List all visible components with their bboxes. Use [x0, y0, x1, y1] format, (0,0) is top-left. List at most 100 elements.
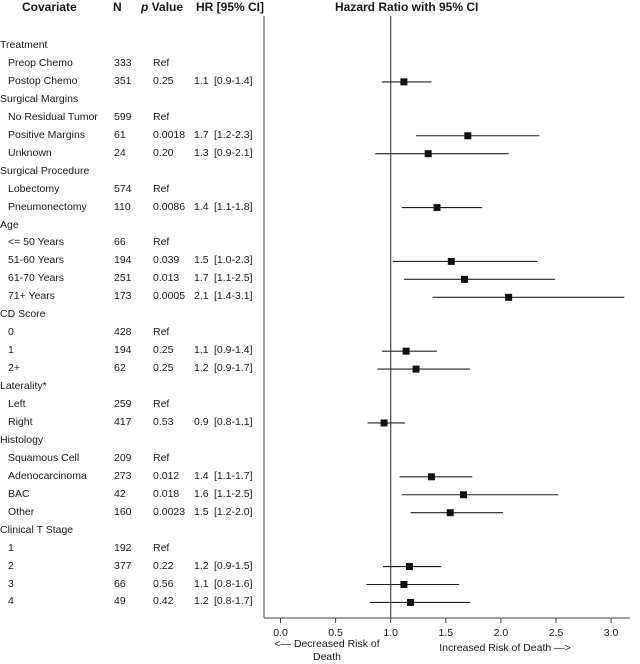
p-value: 0.56 [153, 577, 174, 590]
table-row: 71+ Years 173 0.0005 2.1 [1.4-3.1] [0, 290, 360, 308]
section-label: Treatment [0, 39, 48, 51]
p-value: 0.25 [153, 362, 174, 375]
hr-value: 1.4 [194, 469, 209, 482]
ci-value: [1.1-1.8] [214, 200, 253, 213]
hr-point [402, 347, 410, 355]
p-value: 0.25 [153, 344, 174, 357]
hr-value: 1.1 [194, 344, 209, 357]
covariate-label: BAC [8, 487, 30, 500]
ci-value: [1.2-2.0] [214, 505, 253, 518]
hr-point [380, 419, 388, 427]
header-p-rest: Value [148, 0, 184, 14]
section-label: CD Score [0, 308, 46, 321]
table-row: 61-70 Years 251 0.013 1.7 [1.1-2.5] [0, 272, 360, 290]
p-value: 0.0018 [153, 128, 186, 141]
hr-value: 1.3 [194, 146, 209, 159]
p-value: Ref [153, 451, 170, 464]
p-value: 0.0005 [153, 290, 186, 303]
n-value: 417 [114, 415, 132, 428]
n-value: 173 [114, 290, 132, 303]
covariate-label: Right [8, 415, 33, 428]
n-value: 599 [114, 110, 132, 123]
covariate-label: Preop Chemo [8, 56, 73, 69]
section-header: Treatment [0, 39, 360, 57]
covariate-label: Other [8, 505, 35, 518]
n-value: 62 [114, 362, 126, 375]
n-value: 273 [114, 469, 132, 482]
table-row: No Residual Tumor 599 Ref [0, 111, 360, 129]
ci-value: [0.8-1.1] [214, 415, 253, 428]
x-tick-label: 0.0 [273, 627, 288, 639]
covariate-label: <= 50 Years [8, 236, 65, 249]
p-value: 0.013 [153, 272, 180, 285]
header-covariate: Covariate [22, 0, 77, 14]
covariate-label: Lobectomy [8, 182, 60, 195]
hr-point [459, 491, 467, 499]
hr-value: 1.5 [194, 505, 209, 518]
ci-value: [1.2-2.3] [214, 128, 253, 141]
covariate-label: Adenocarcinoma [8, 469, 87, 482]
covariate-label: Squamous Cell [8, 451, 80, 464]
covariate-label: Unknown [8, 146, 52, 159]
p-value: 0.039 [153, 254, 180, 267]
hr-value: 0.9 [194, 415, 209, 428]
hr-point [412, 365, 420, 373]
header-hr: HR [95% CI] [196, 0, 265, 14]
ci-value: [1.1-2.5] [214, 272, 253, 285]
covariate-label: 61-70 Years [8, 272, 65, 285]
n-value: 66 [114, 577, 126, 590]
hr-point [424, 150, 432, 158]
table-row: Right 417 0.53 0.9 [0.8-1.1] [0, 416, 360, 434]
section-label: Laterality* [0, 380, 47, 393]
x-tick-label: 1.5 [438, 627, 453, 639]
hr-point [433, 204, 441, 212]
covariate-label: Postop Chemo [8, 74, 78, 87]
table-row: 0 428 Ref [0, 326, 360, 344]
hr-value: 1.1 [194, 74, 209, 87]
table-row: Pneumonectomy 110 0.0086 1.4 [1.1-1.8] [0, 201, 360, 219]
x-tick-label: 1.0 [383, 627, 398, 639]
x-tick-label: 2.5 [549, 627, 564, 639]
table-row: 1 194 0.25 1.1 [0.9-1.4] [0, 344, 360, 362]
hr-value: 1.2 [194, 559, 209, 572]
table-row: 2 377 0.22 1.2 [0.9-1.5] [0, 560, 360, 578]
ci-value: [0.8-1.6] [214, 577, 253, 590]
n-value: 209 [114, 451, 132, 464]
table-row: BAC 42 0.018 1.6 [1.1-2.5] [0, 488, 360, 506]
p-value: Ref [153, 236, 170, 249]
table-row: 4 49 0.42 1.2 [0.8-1.7] [0, 595, 360, 613]
n-value: 194 [114, 344, 132, 357]
ci-value: [0.9-1.7] [214, 362, 253, 375]
hr-value: 2.1 [194, 290, 209, 303]
covariate-label: 2+ [8, 362, 20, 375]
n-value: 377 [114, 559, 132, 572]
n-value: 251 [114, 272, 132, 285]
hr-value: 1.2 [194, 595, 209, 608]
p-value: Ref [153, 182, 170, 195]
covariate-label: 2 [8, 559, 14, 572]
section-header: Histology [0, 434, 360, 452]
table-row: 3 66 0.56 1.1 [0.8-1.6] [0, 578, 360, 596]
ci-value: [0.9-1.4] [214, 344, 253, 357]
hr-value: 1.1 [194, 577, 209, 590]
p-value: 0.0023 [153, 505, 186, 518]
n-value: 66 [114, 236, 126, 249]
hr-point [446, 509, 454, 517]
table-row: Unknown 24 0.20 1.3 [0.9-2.1] [0, 147, 360, 165]
x-tick-label: 0.5 [328, 627, 343, 639]
hr-value: 1.2 [194, 362, 209, 375]
hr-point [427, 473, 435, 481]
hr-point [461, 275, 469, 283]
n-value: 160 [114, 505, 132, 518]
covariate-label: 0 [8, 326, 14, 339]
n-value: 428 [114, 326, 132, 339]
table-row: <= 50 Years 66 Ref [0, 236, 360, 254]
p-value: 0.012 [153, 469, 180, 482]
table-row: Squamous Cell 209 Ref [0, 452, 360, 470]
x-label-right: Increased Risk of Death —> [439, 642, 571, 654]
table-row: 1 192 Ref [0, 542, 360, 560]
hr-value: 1.4 [194, 200, 209, 213]
ci-value: [0.8-1.7] [214, 595, 253, 608]
n-value: 192 [114, 541, 132, 554]
ci-value: [1.1-2.5] [214, 487, 253, 500]
